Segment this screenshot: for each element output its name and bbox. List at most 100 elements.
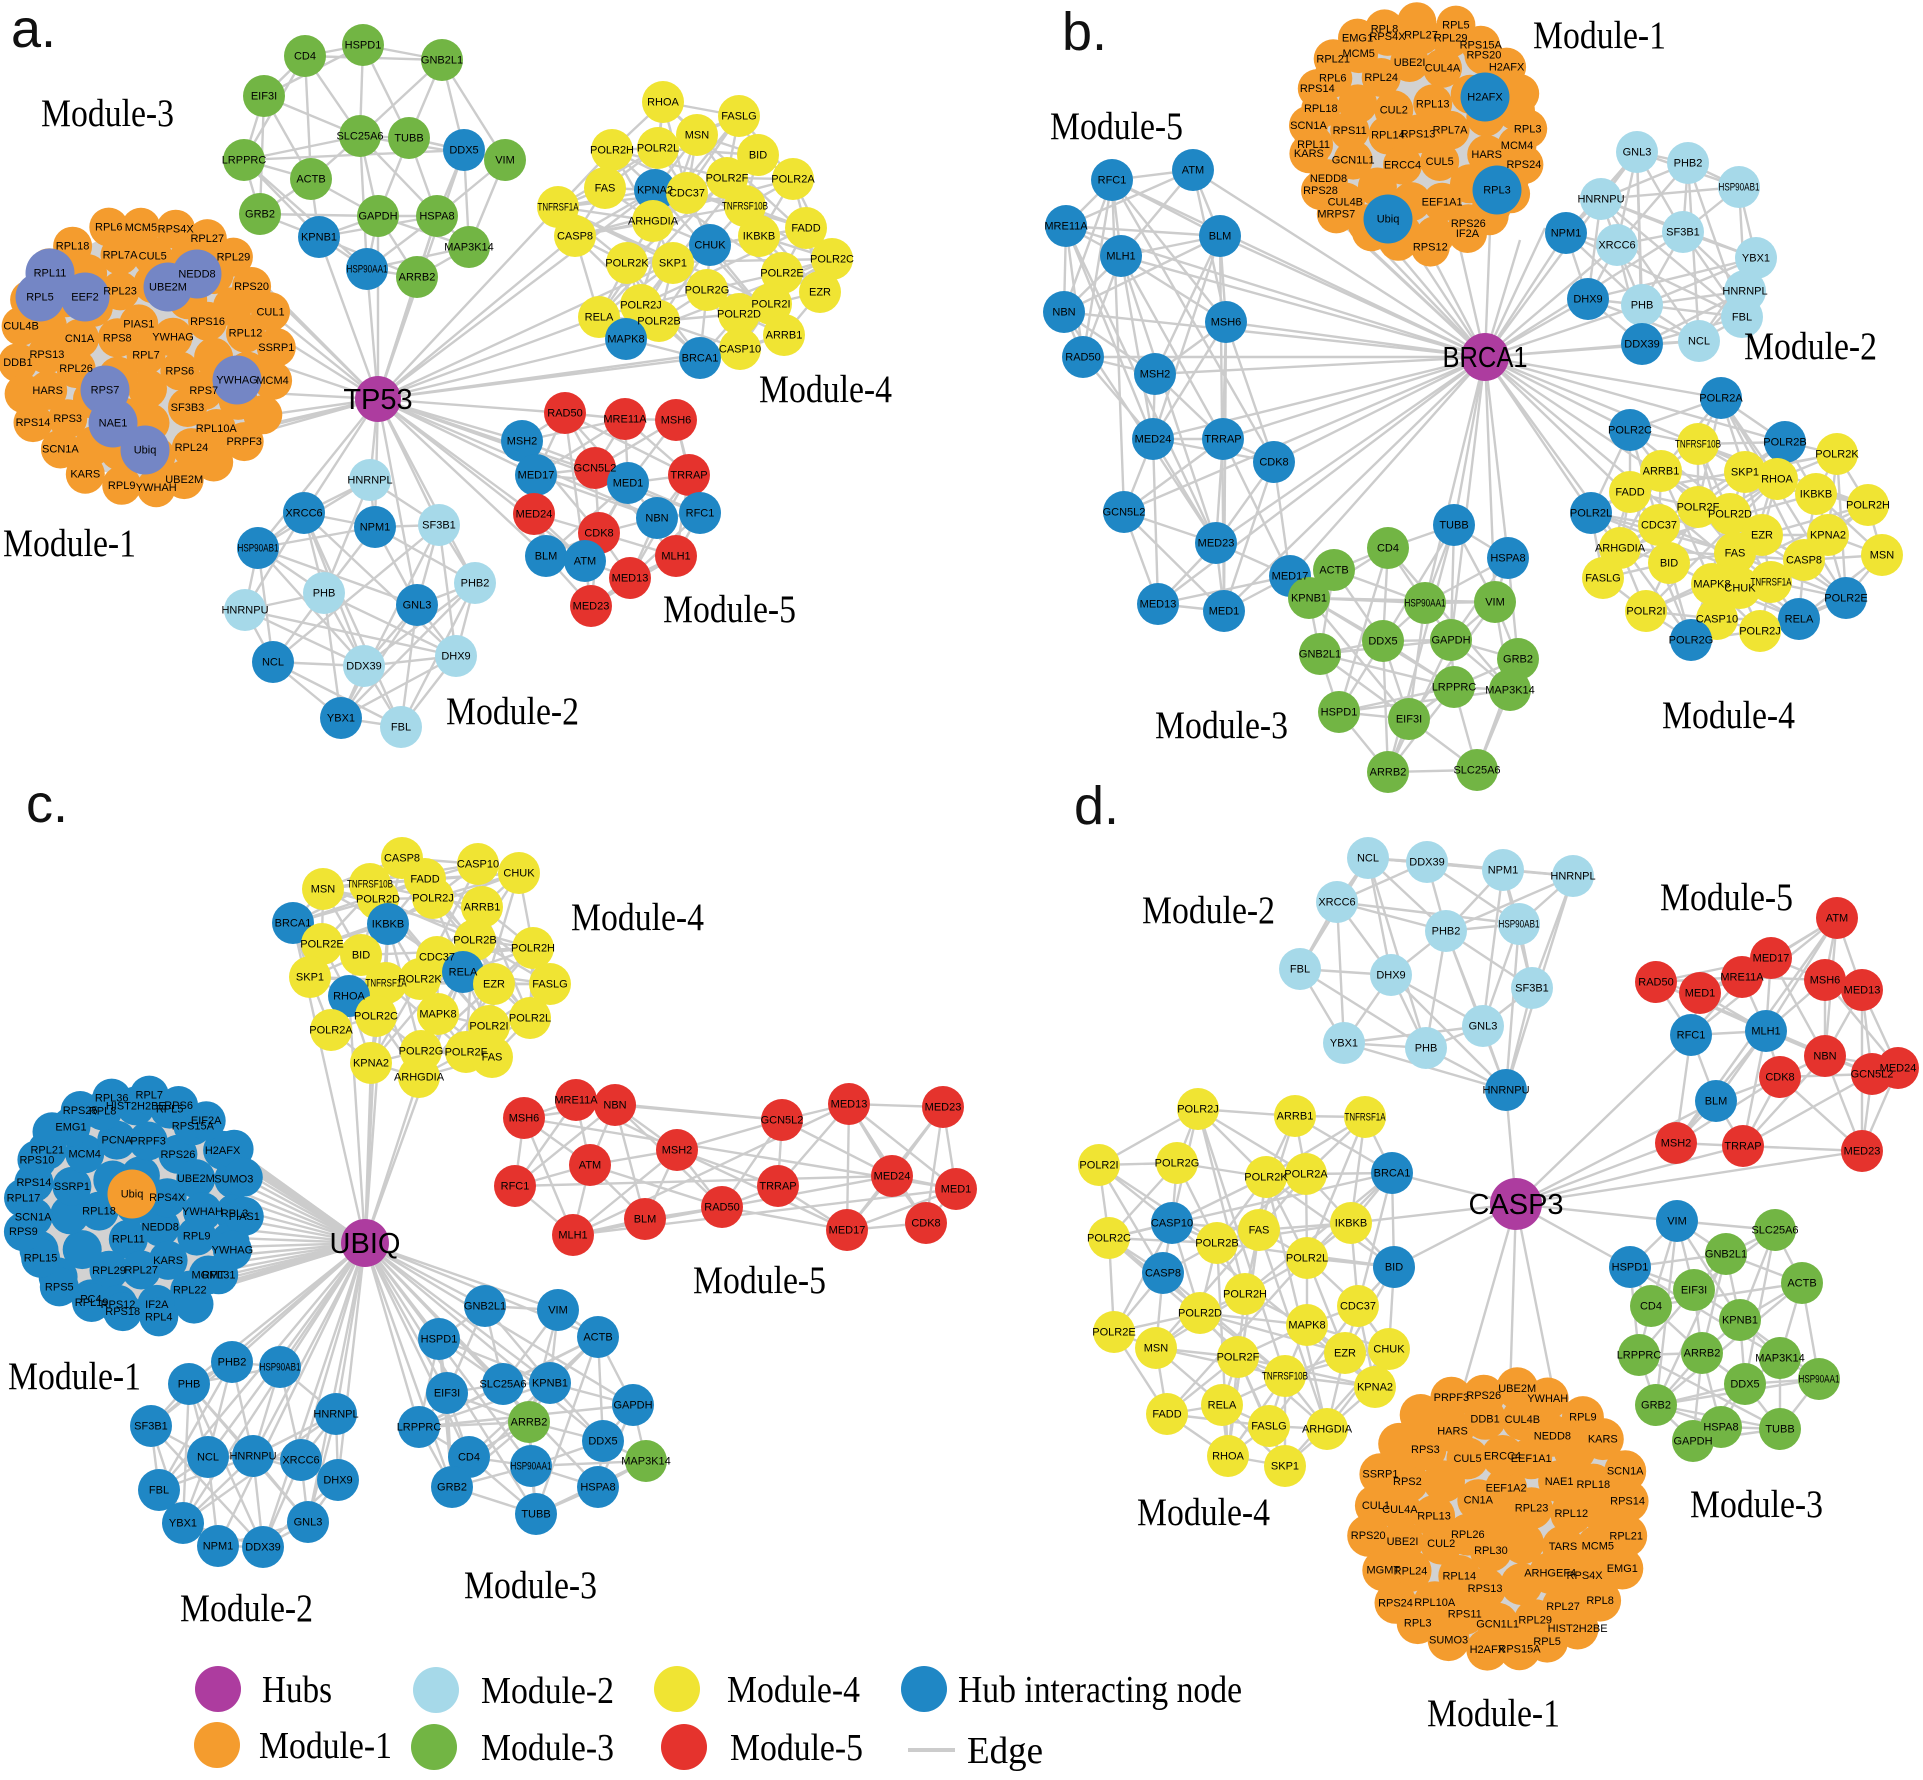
svg-text:CASP3: CASP3	[1468, 1189, 1563, 1221]
svg-text:RPL3: RPL3	[1404, 1618, 1432, 1630]
svg-text:CUL1: CUL1	[256, 306, 284, 318]
svg-text:Module-3: Module-3	[41, 92, 174, 135]
svg-text:HSP90AB1: HSP90AB1	[1719, 182, 1760, 194]
svg-text:RPL23: RPL23	[103, 285, 137, 297]
svg-text:RPL31: RPL31	[202, 1269, 236, 1281]
svg-text:RPL14: RPL14	[1371, 130, 1405, 142]
svg-text:ERCC4: ERCC4	[1384, 160, 1421, 172]
svg-text:UBIQ: UBIQ	[330, 1228, 401, 1260]
svg-text:MRE11A: MRE11A	[1720, 972, 1764, 984]
svg-text:TARS: TARS	[1549, 1541, 1578, 1553]
svg-text:MCM5: MCM5	[1343, 48, 1375, 60]
svg-text:RPS4X: RPS4X	[1567, 1570, 1604, 1582]
svg-text:RPL14: RPL14	[1442, 1571, 1476, 1583]
svg-text:POLR2A: POLR2A	[1284, 1169, 1328, 1181]
svg-text:DDB1: DDB1	[3, 357, 32, 369]
svg-text:HARS: HARS	[32, 385, 63, 397]
svg-text:EIF3I: EIF3I	[434, 1388, 460, 1400]
svg-text:POLR2B: POLR2B	[1763, 437, 1806, 449]
svg-text:RPS4X: RPS4X	[149, 1192, 186, 1204]
svg-text:GNB2L1: GNB2L1	[464, 1301, 506, 1313]
svg-text:MAPK8: MAPK8	[607, 334, 644, 346]
svg-text:GNL3: GNL3	[1469, 1021, 1498, 1033]
svg-text:MED24: MED24	[874, 1171, 911, 1183]
svg-text:RPL13: RPL13	[1417, 1511, 1451, 1523]
svg-text:ARHGDIA: ARHGDIA	[628, 216, 679, 228]
svg-text:RPL9: RPL9	[183, 1231, 211, 1243]
svg-text:BRCA1: BRCA1	[1443, 342, 1528, 374]
svg-text:EIF3I: EIF3I	[1681, 1285, 1707, 1297]
svg-text:RPL24: RPL24	[175, 442, 209, 454]
svg-text:HNRNPU: HNRNPU	[1577, 194, 1624, 206]
svg-text:PHB: PHB	[313, 588, 336, 600]
svg-text:RPS6: RPS6	[165, 366, 194, 378]
svg-text:MED23: MED23	[1198, 538, 1235, 550]
svg-text:POLR2K: POLR2K	[605, 258, 649, 270]
svg-text:RFC1: RFC1	[1677, 1030, 1706, 1042]
svg-text:YBX1: YBX1	[1330, 1038, 1358, 1050]
svg-text:SLC25A6: SLC25A6	[1453, 765, 1500, 777]
svg-text:PHB2: PHB2	[461, 578, 490, 590]
svg-text:TNFRSF1A: TNFRSF1A	[366, 978, 407, 990]
svg-text:VIM: VIM	[548, 1305, 568, 1317]
svg-text:RELA: RELA	[1208, 1400, 1237, 1412]
svg-text:MED1: MED1	[941, 1184, 972, 1196]
svg-text:Hubs: Hubs	[262, 1669, 332, 1711]
svg-text:RPL30: RPL30	[1474, 1545, 1508, 1557]
svg-text:RFC1: RFC1	[501, 1181, 530, 1193]
svg-text:ARHGDIA: ARHGDIA	[394, 1072, 445, 1084]
svg-text:MGMT: MGMT	[1366, 1565, 1400, 1577]
svg-text:TRRAP: TRRAP	[1204, 434, 1241, 446]
svg-text:FASLG: FASLG	[721, 111, 756, 123]
svg-text:RPL5: RPL5	[156, 1104, 184, 1116]
svg-text:NPM1: NPM1	[360, 522, 391, 534]
svg-text:PHB: PHB	[1631, 300, 1654, 312]
svg-text:EZR: EZR	[483, 979, 505, 991]
svg-text:Edge: Edge	[967, 1730, 1043, 1772]
svg-text:MLH1: MLH1	[558, 1230, 587, 1242]
svg-text:HSP90AA1: HSP90AA1	[511, 1461, 552, 1473]
svg-text:Module-5: Module-5	[663, 588, 796, 631]
svg-text:RPL10A: RPL10A	[1414, 1597, 1456, 1609]
svg-text:FAS: FAS	[1249, 1225, 1270, 1237]
svg-text:POLR2G: POLR2G	[1669, 635, 1714, 647]
svg-text:NPM1: NPM1	[203, 1541, 234, 1553]
svg-text:GNL3: GNL3	[1623, 147, 1652, 159]
svg-text:POLR2K: POLR2K	[1244, 1172, 1288, 1184]
svg-text:RPS14: RPS14	[16, 417, 51, 429]
svg-text:a.: a.	[11, 0, 56, 59]
svg-text:H2AFX: H2AFX	[205, 1145, 241, 1157]
svg-text:MED13: MED13	[612, 573, 649, 585]
svg-text:Module-1: Module-1	[1533, 14, 1666, 57]
svg-text:CDK8: CDK8	[584, 528, 613, 540]
svg-text:UBE2M: UBE2M	[165, 474, 203, 486]
svg-text:RPS13: RPS13	[1468, 1583, 1503, 1595]
svg-text:BRCA1: BRCA1	[1374, 1168, 1411, 1180]
svg-text:MSH2: MSH2	[662, 1145, 693, 1157]
svg-text:SF3B1: SF3B1	[134, 1421, 168, 1433]
svg-text:SKP1: SKP1	[1271, 1461, 1299, 1473]
svg-text:RAD50: RAD50	[704, 1202, 739, 1214]
svg-text:DDX39: DDX39	[1624, 339, 1659, 351]
svg-text:RPS14: RPS14	[1300, 83, 1335, 95]
svg-text:MSH2: MSH2	[1661, 1138, 1692, 1150]
svg-text:GRB2: GRB2	[1503, 654, 1533, 666]
svg-text:RFC1: RFC1	[686, 508, 715, 520]
svg-text:PHB2: PHB2	[1432, 926, 1461, 938]
svg-text:ARRB1: ARRB1	[464, 902, 501, 914]
svg-text:RPS8: RPS8	[103, 332, 132, 344]
svg-text:MSH6: MSH6	[1810, 975, 1841, 987]
svg-text:RAD50: RAD50	[547, 408, 582, 420]
svg-text:RPL27: RPL27	[124, 1265, 158, 1277]
svg-text:GNL3: GNL3	[294, 1517, 323, 1529]
svg-text:Ubiq: Ubiq	[1377, 214, 1400, 226]
svg-text:CASP10: CASP10	[1151, 1218, 1193, 1230]
svg-text:RPS7: RPS7	[189, 385, 218, 397]
svg-text:RPL5: RPL5	[1533, 1636, 1561, 1648]
svg-text:MED17: MED17	[518, 470, 555, 482]
svg-text:BRCA1: BRCA1	[275, 918, 312, 930]
svg-text:ARHGDIA: ARHGDIA	[1302, 1424, 1353, 1436]
svg-text:UBE2I: UBE2I	[1394, 57, 1426, 69]
svg-text:SKP1: SKP1	[659, 258, 687, 270]
svg-text:RPL23: RPL23	[1515, 1503, 1549, 1515]
